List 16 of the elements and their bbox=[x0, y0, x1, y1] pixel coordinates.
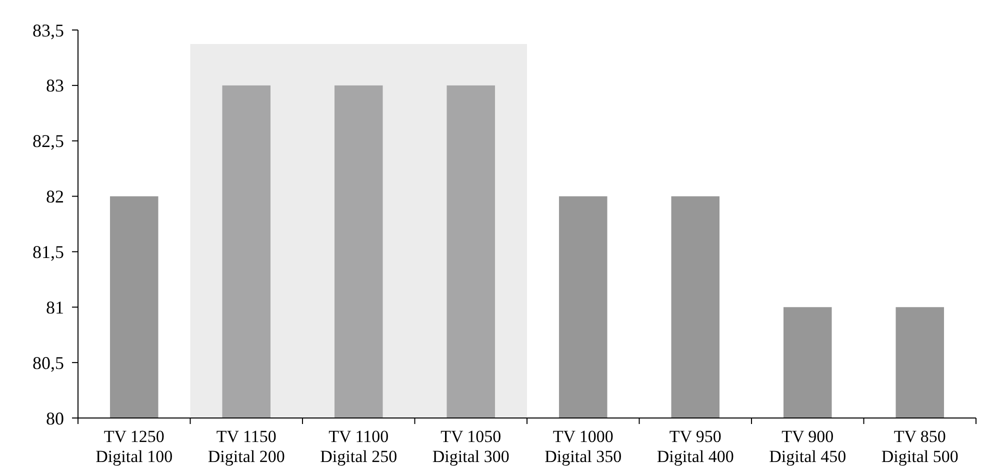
x-tick-label: TV 1150 Digital 200 bbox=[208, 427, 285, 466]
x-tick-label: TV 1050 Digital 300 bbox=[432, 427, 510, 466]
x-tick-label: TV 850 Digital 500 bbox=[881, 427, 958, 466]
y-tick-label: 83 bbox=[46, 76, 64, 96]
y-tick-label: 81 bbox=[46, 297, 64, 318]
y-tick-label: 80 bbox=[46, 408, 64, 428]
y-tick-label: 81,5 bbox=[32, 242, 64, 262]
y-tick-label: 80,5 bbox=[32, 352, 64, 373]
x-tick-label: TV 900 Digital 450 bbox=[769, 427, 846, 466]
y-tick-label: 82 bbox=[46, 186, 64, 207]
x-tick-label: TV 1100 Digital 250 bbox=[320, 427, 398, 466]
x-tick-label: TV 1250 Digital 100 bbox=[96, 427, 173, 466]
y-tick-label: 83,5 bbox=[32, 20, 64, 40]
y-tick-label: 82,5 bbox=[32, 131, 64, 152]
x-tick-label: TV 950 Digital 400 bbox=[656, 427, 734, 466]
x-tick-label: TV 1000 Digital 350 bbox=[544, 427, 622, 466]
